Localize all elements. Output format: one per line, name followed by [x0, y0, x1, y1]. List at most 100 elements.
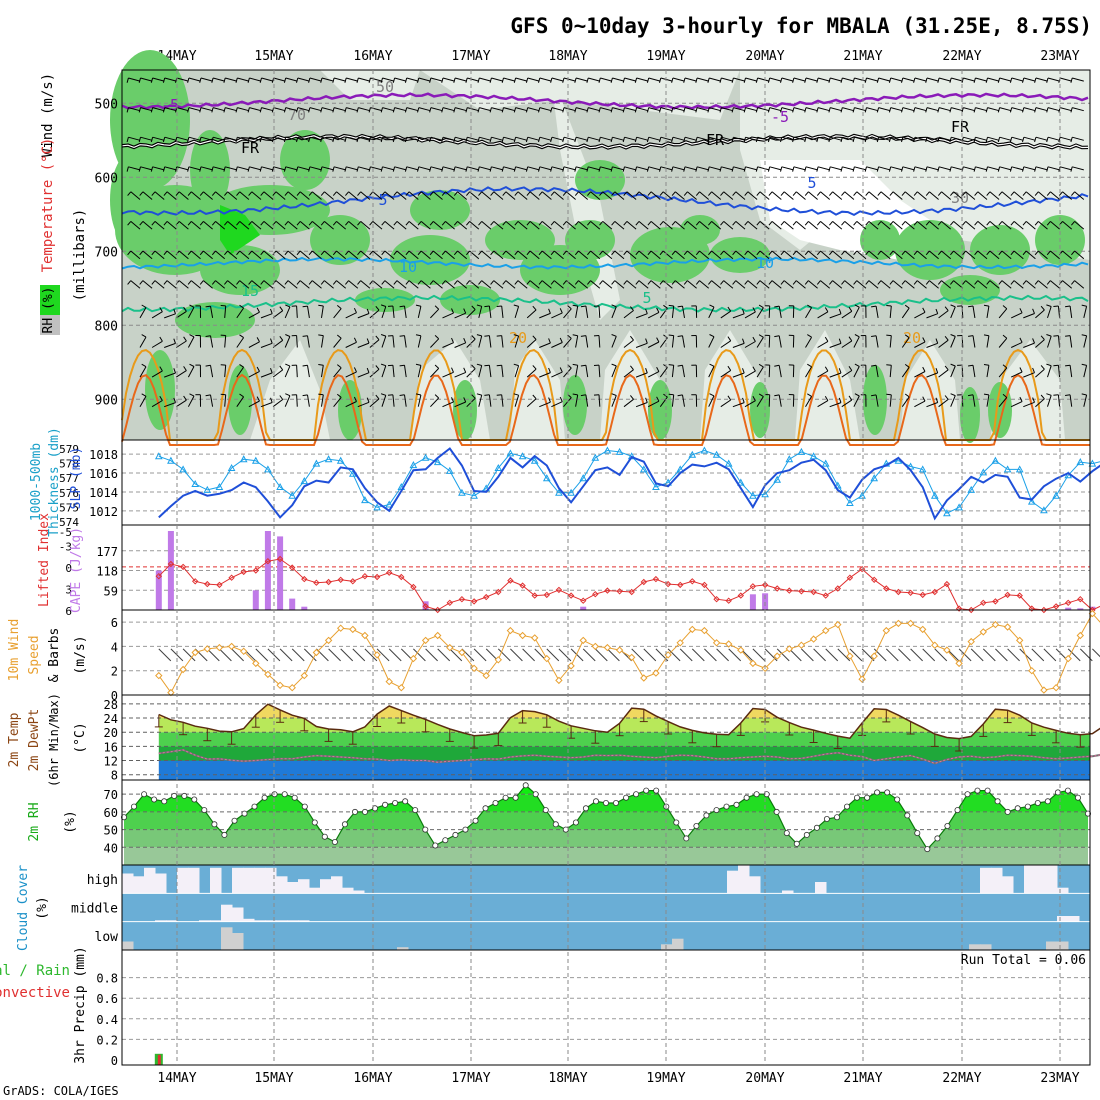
wind-barb [199, 280, 204, 285]
wind-barb [336, 191, 347, 200]
wind-barb [938, 339, 949, 348]
wind-barb [853, 191, 858, 196]
wind-barb [1046, 137, 1049, 143]
contour-label: 5 [378, 191, 387, 209]
wind-barb [677, 335, 683, 337]
wind-barb [842, 166, 855, 171]
wind-barb [382, 77, 395, 82]
wind-barb [635, 402, 648, 408]
wind-barb [465, 77, 468, 83]
wind-barb [227, 280, 238, 289]
wind-barb [393, 250, 398, 256]
moist-region [940, 275, 1000, 305]
wind-barb [744, 250, 749, 256]
cloud-bar [221, 927, 233, 950]
wind-barb [225, 136, 237, 141]
wind-barb [239, 304, 244, 309]
wind-barb [296, 280, 301, 285]
wind-barb [176, 107, 189, 112]
wind-barb [514, 250, 519, 256]
wind-barb [1053, 335, 1059, 337]
slp-tick-label: 1012 [89, 505, 118, 519]
wind-barb [878, 107, 891, 112]
wind-speed-point [373, 651, 381, 659]
wind-barb [1025, 191, 1036, 200]
wind-barb [1069, 335, 1073, 348]
contour-label: 20 [903, 329, 921, 347]
wind-barb [671, 107, 674, 113]
cloud-bar [397, 947, 409, 950]
wind-barb [372, 191, 383, 200]
wind-barb [357, 313, 370, 319]
wind-barb [913, 191, 918, 196]
contour-label: -5 [771, 108, 789, 126]
wind-barb [527, 77, 540, 82]
wind-barb [187, 221, 192, 226]
wind-barb [296, 365, 298, 378]
thickness-point [603, 446, 612, 454]
thickness-point [591, 453, 600, 461]
wind-speed-point [870, 652, 878, 660]
wind-barb [139, 280, 144, 285]
rh-tick-label: 60 [104, 806, 118, 820]
wind-barb [513, 393, 519, 396]
rh-point [1085, 810, 1092, 817]
wind-barb [454, 136, 467, 141]
lifted-index-point [155, 572, 163, 580]
wind-barb [166, 221, 177, 230]
rh-point [582, 805, 589, 812]
wind-barb [297, 166, 310, 171]
wind-barb [757, 166, 770, 171]
wind-barb [151, 280, 156, 285]
thickness-point [506, 449, 515, 457]
temp-tick-label: 24 [104, 712, 118, 726]
wind-barb [575, 394, 579, 407]
panel-frame [121, 609, 1091, 696]
thickness-point [1027, 497, 1036, 505]
wind-barb [1032, 308, 1035, 314]
wind-barb [382, 107, 395, 112]
wind-barb [141, 334, 147, 338]
wind-barb [742, 368, 745, 374]
wind-barb [163, 221, 168, 226]
temp-tick-label: 16 [104, 740, 118, 754]
wind-barb [284, 306, 291, 319]
wind-barb [501, 166, 504, 172]
wind-barb [1001, 250, 1012, 260]
wind-barb [832, 221, 843, 230]
wind-barb [904, 393, 910, 398]
rh-point [341, 821, 348, 828]
rh-point [522, 782, 529, 789]
wind-barb [550, 77, 553, 83]
wind-barb [631, 648, 645, 662]
wind-barb [645, 397, 648, 403]
wind-barb [572, 393, 578, 396]
wind-barb [732, 313, 745, 319]
date-label-top: 15MAY [254, 49, 293, 64]
wind-barb [273, 107, 286, 112]
wind-speed-point [737, 646, 745, 654]
wind-barb [442, 166, 455, 171]
rh-point [181, 792, 188, 799]
wind-barb [302, 364, 308, 367]
wind-barb [1009, 166, 1013, 172]
contour-label: 5 [807, 174, 816, 192]
wind-barb [1072, 136, 1084, 141]
wind-barb [408, 191, 419, 200]
lifted-index-point [616, 588, 623, 595]
cape-bar [1065, 607, 1072, 610]
wind-barb [614, 280, 625, 289]
wind-barb [223, 137, 226, 143]
wind-barb [302, 335, 308, 337]
wind-barb [721, 77, 734, 82]
rh-point [241, 810, 248, 817]
wind-barb [695, 137, 698, 143]
wind-barb [539, 401, 551, 408]
wind-barb [1011, 77, 1024, 82]
thickness-point [700, 446, 709, 454]
wind-barb [434, 305, 440, 310]
wind-barb [418, 136, 431, 141]
wind-barb [1050, 191, 1060, 200]
wind-barb [211, 137, 214, 143]
rh-point [904, 812, 911, 819]
